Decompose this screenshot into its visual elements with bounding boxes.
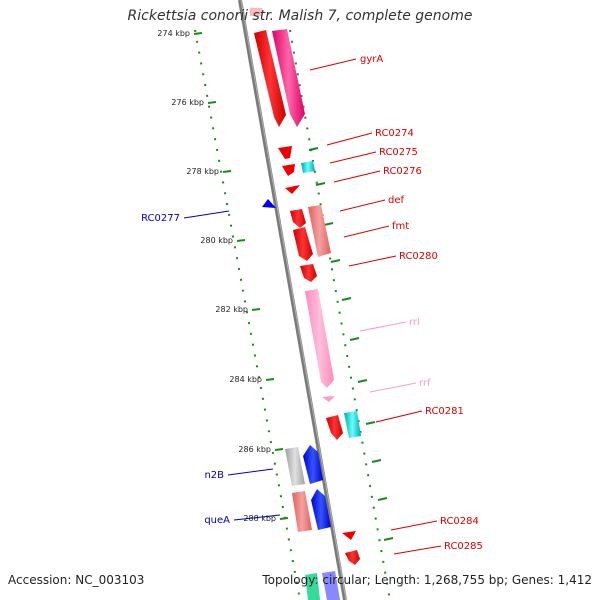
gene-RC0280[interactable]	[300, 264, 317, 282]
gene-n2B[interactable]	[303, 445, 323, 484]
gene-top-pink[interactable]	[250, 8, 262, 16]
gene-label-leader	[348, 255, 397, 267]
outer-tick-mark	[315, 182, 326, 186]
outer-tick-mark	[357, 379, 368, 383]
gene-label-leader	[343, 225, 390, 238]
gene-RC0285[interactable]	[345, 550, 360, 565]
genome-backbone	[238, 0, 347, 600]
kbp-tick-label: 288 kbp	[243, 514, 276, 523]
kbp-tick-mark	[251, 308, 261, 311]
kbp-tick-label: 286 kbp	[238, 445, 271, 454]
gene-RC0276[interactable]	[285, 185, 300, 194]
gene-RC0281-trna[interactable]	[344, 411, 361, 438]
kbp-tick-mark	[207, 101, 217, 104]
accession-text: Accession: NC_003103	[8, 573, 145, 587]
gene-label-RC0285[interactable]: RC0285	[444, 541, 483, 552]
gene-label-RC0276[interactable]: RC0276	[383, 166, 422, 177]
outer-tick-mark	[371, 459, 382, 463]
outer-tick-mark	[323, 222, 334, 226]
gene-label-leader	[390, 520, 438, 531]
gene-n2B-gray[interactable]	[285, 447, 305, 486]
gene-fmt[interactable]	[293, 227, 313, 261]
outer-tick-mark	[349, 337, 360, 341]
gene-features	[250, 8, 361, 600]
gene-RC0274[interactable]	[278, 146, 292, 159]
gene-label-rrf[interactable]: rrf	[419, 378, 431, 389]
kbp-tick-mark	[279, 517, 289, 520]
genome-stats-text: Topology: circular; Length: 1,268,755 bp…	[262, 573, 592, 587]
gene-RC0275-trna[interactable]	[301, 161, 315, 173]
outer-tick-mark	[383, 537, 394, 541]
gene-label-leader	[227, 468, 274, 476]
kbp-tick-mark	[236, 239, 246, 242]
kbp-tick-mark	[193, 32, 203, 35]
gene-bottom-green[interactable]	[305, 573, 320, 600]
kbp-tick-label: 282 kbp	[215, 305, 248, 314]
kbp-tick-mark	[265, 378, 275, 381]
gene-bottom-blue[interactable]	[322, 571, 340, 600]
gene-label-leader	[359, 321, 407, 332]
gene-label-RC0281[interactable]: RC0281	[425, 406, 464, 417]
gene-label-RC0277[interactable]: RC0277	[141, 213, 180, 224]
genome-backbone-highlight	[240, 0, 347, 600]
gene-label-leader	[375, 410, 423, 423]
gene-def[interactable]	[290, 209, 306, 228]
gene-label-leader	[329, 151, 377, 164]
kbp-tick-label: 276 kbp	[171, 98, 204, 107]
gene-RC0275[interactable]	[282, 164, 295, 176]
kbp-tick-label: 284 kbp	[229, 375, 262, 384]
gene-label-leader	[369, 382, 417, 393]
gene-label-leader	[309, 58, 357, 71]
gene-RC0281[interactable]	[326, 415, 343, 440]
gene-gyrA[interactable]	[254, 30, 286, 127]
gene-label-def[interactable]: def	[388, 195, 405, 206]
gene-label-RC0280[interactable]: RC0280	[399, 251, 438, 262]
gene-label-leader	[339, 199, 386, 212]
gene-label-queA[interactable]: queA	[204, 515, 230, 526]
outer-tick-mark	[308, 147, 319, 151]
gene-queA-salmon[interactable]	[292, 491, 312, 532]
gene-gyrA-neighbor[interactable]	[272, 29, 305, 127]
gene-labels: gyrA RC0274 RC0275 RC0276 RC0277 def fmt RC0280…	[141, 54, 483, 555]
gene-rrl[interactable]	[305, 289, 334, 388]
gene-label-rrl[interactable]: rrl	[409, 317, 420, 328]
gene-label-leader	[326, 132, 373, 146]
kbp-tick-mark	[274, 448, 284, 451]
gene-rrf[interactable]	[322, 396, 335, 402]
gene-label-gyrA[interactable]: gyrA	[360, 54, 383, 65]
outer-tick-mark	[377, 497, 388, 501]
gene-label-n2B[interactable]: n2B	[204, 470, 224, 481]
gene-label-leader	[393, 545, 442, 555]
gene-label-RC0284[interactable]: RC0284	[440, 516, 479, 527]
gene-label-RC0274[interactable]: RC0274	[375, 128, 414, 139]
gene-RC0284[interactable]	[342, 531, 356, 540]
kbp-tick-label: 278 kbp	[186, 167, 219, 176]
gene-RC0277[interactable]	[262, 199, 276, 208]
kbp-tick-mark	[222, 170, 232, 173]
gene-label-leader	[183, 210, 230, 219]
kbp-tick-label: 280 kbp	[200, 236, 233, 245]
kbp-tick-label: 274 kbp	[157, 29, 190, 38]
gene-label-leader	[233, 514, 281, 521]
genome-title: Rickettsia conorii str. Malish 7, comple…	[127, 8, 473, 24]
kbp-ticks: 274 kbp 276 kbp 278 kbp 280 kbp 282 kbp 284 k…	[157, 29, 394, 541]
gene-label-leader	[333, 170, 381, 183]
gene-label-fmt[interactable]: fmt	[392, 221, 409, 232]
gene-label-RC0275[interactable]: RC0275	[379, 147, 418, 158]
outer-tick-mark	[330, 259, 341, 263]
outer-tick-mark	[365, 421, 376, 425]
outer-tick-mark	[341, 297, 352, 301]
gene-fmt-neighbor[interactable]	[308, 205, 331, 257]
gene-queA[interactable]	[311, 489, 331, 530]
